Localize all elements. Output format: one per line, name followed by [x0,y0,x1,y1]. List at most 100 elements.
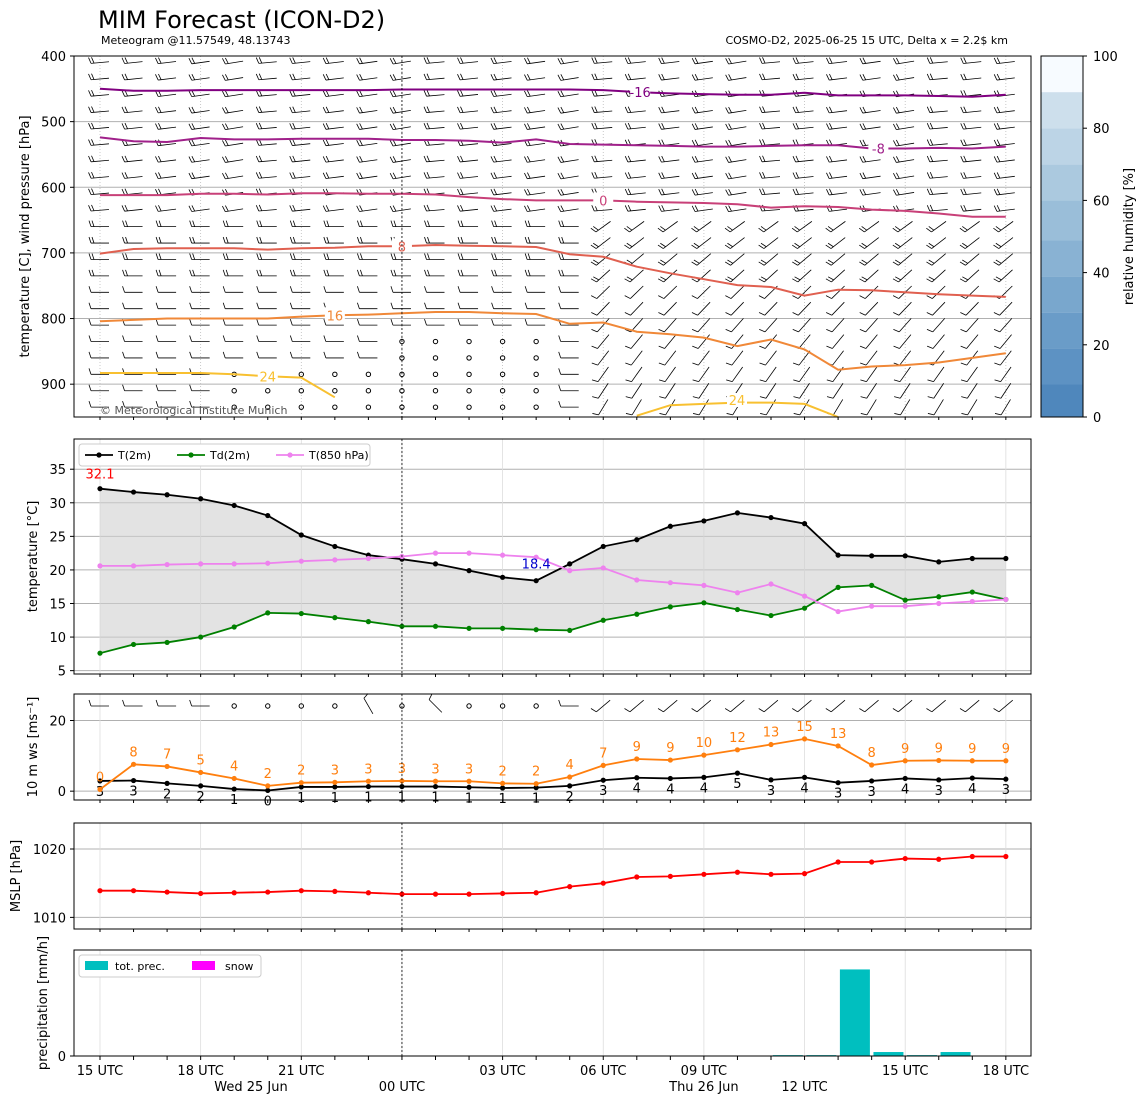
wind-value-label: 3 [767,784,775,799]
wind-barb [490,73,512,81]
wind-barb-flag [125,269,128,277]
wind-barb-shaft [596,269,611,283]
wind-barb [927,383,945,399]
wind-barb [189,269,210,277]
wind-barb-flag [356,90,360,97]
wind-barb-shaft [862,159,881,163]
wind-barb [859,123,881,130]
mslp-point [734,869,741,875]
wind-value-label: 1 [431,791,439,806]
wind-barb-shaft [627,126,646,130]
wind-barb-flag [825,227,832,233]
wind-barb-flag [591,328,598,333]
wind-barb-flag [289,286,293,293]
isotherm-line [100,192,1006,218]
temp-point [734,590,741,596]
wind-barb [524,205,546,212]
wind-barb [658,57,680,65]
wind-value-label: 4 [968,782,976,797]
upper-air-background [74,56,1031,417]
wind-value-label: 12 [729,731,746,746]
wind-barb [322,123,344,130]
wind-barb-flag [692,396,700,399]
wind-barb [289,204,311,212]
wind-barb-flag [225,106,229,113]
wind-barb [657,253,678,266]
wind-barb-flag [289,253,293,260]
wind-barb-shaft [631,350,643,366]
wind-barb-flag [895,276,901,281]
wind-barb-flag [359,90,363,97]
wind-barb-flag [658,107,662,114]
wind-barb-shaft [799,383,810,399]
wind-barb-flag [859,140,864,147]
wind-barb-shaft [697,334,710,349]
calm-wind-marker [533,388,539,394]
wind-barb-flag [794,259,801,264]
wind-barb [926,301,946,316]
wind-barb-flag [359,106,363,113]
wind-barb-flag [661,57,665,64]
wind-barb [792,350,811,366]
wind-barb-flag [357,335,360,342]
wind-barb-flag [927,379,934,383]
colorbar-tick-label: 80 [1093,122,1110,137]
wind-barb-flag [158,236,162,244]
x-tick-label: 21 UTC [278,1064,324,1079]
precip-bar [839,969,870,1056]
wind-barb-shaft [630,334,643,349]
wind-barb-flag [960,328,967,333]
wind-barb-shaft [963,61,982,64]
wind-point [701,774,707,780]
wind-barb [557,172,579,180]
wind-barb-shaft [694,126,713,130]
wind-barb-shaft [1000,366,1012,382]
wind-barb [155,220,177,228]
wind-barb [222,335,244,342]
wind-barb [289,286,311,293]
wind-barb-flag [594,122,598,129]
wind-barb-flag [624,73,629,81]
wind-barb-flag [258,106,263,113]
wind-value-label: 0 [96,770,104,785]
wind-barb [490,106,512,114]
temp-point [701,582,707,588]
wind-point [97,786,103,793]
wind-barb-shaft [799,399,810,416]
wind-barb-flag [926,261,933,266]
wind-barb-flag [323,236,327,244]
wind-barb-flag [627,172,632,179]
wind-barb-flag [222,90,226,97]
wind-barb-flag [792,73,796,81]
wind-barb-flag [657,244,664,249]
wind-barb [457,253,479,260]
wind-barb [490,57,512,65]
temp-point [701,600,707,606]
wind-barb-flag [624,172,629,179]
wind-barb-shaft [158,77,177,81]
wind-barb [557,57,579,65]
wind-barb-flag [122,401,125,408]
wind-barb [657,221,678,233]
wind-barb-flag [959,278,966,283]
colorbar-frame [1040,55,1084,418]
wind-barb-flag [762,73,766,80]
wind-barb-flag [590,227,597,233]
wind-barb [893,366,911,383]
wind-barb-flag [323,335,327,342]
wind-barb-flag [724,227,731,233]
wind-barb-shaft [998,253,1014,266]
wind-barb-flag [793,396,800,399]
wind-barb-flag [760,276,767,281]
wind-barb [88,89,110,97]
wind-barb-flag [960,90,964,97]
wind-barb-flag [256,286,260,293]
wind-barb-flag [996,123,1001,130]
wind-barb-flag [191,73,196,80]
wind-barb [591,334,610,349]
wind-point [231,775,237,782]
calm-wind-marker [533,404,539,410]
wind-barb-shaft [966,366,978,382]
wind-barb [591,318,610,333]
humidity-colorbar-band [1041,348,1083,385]
